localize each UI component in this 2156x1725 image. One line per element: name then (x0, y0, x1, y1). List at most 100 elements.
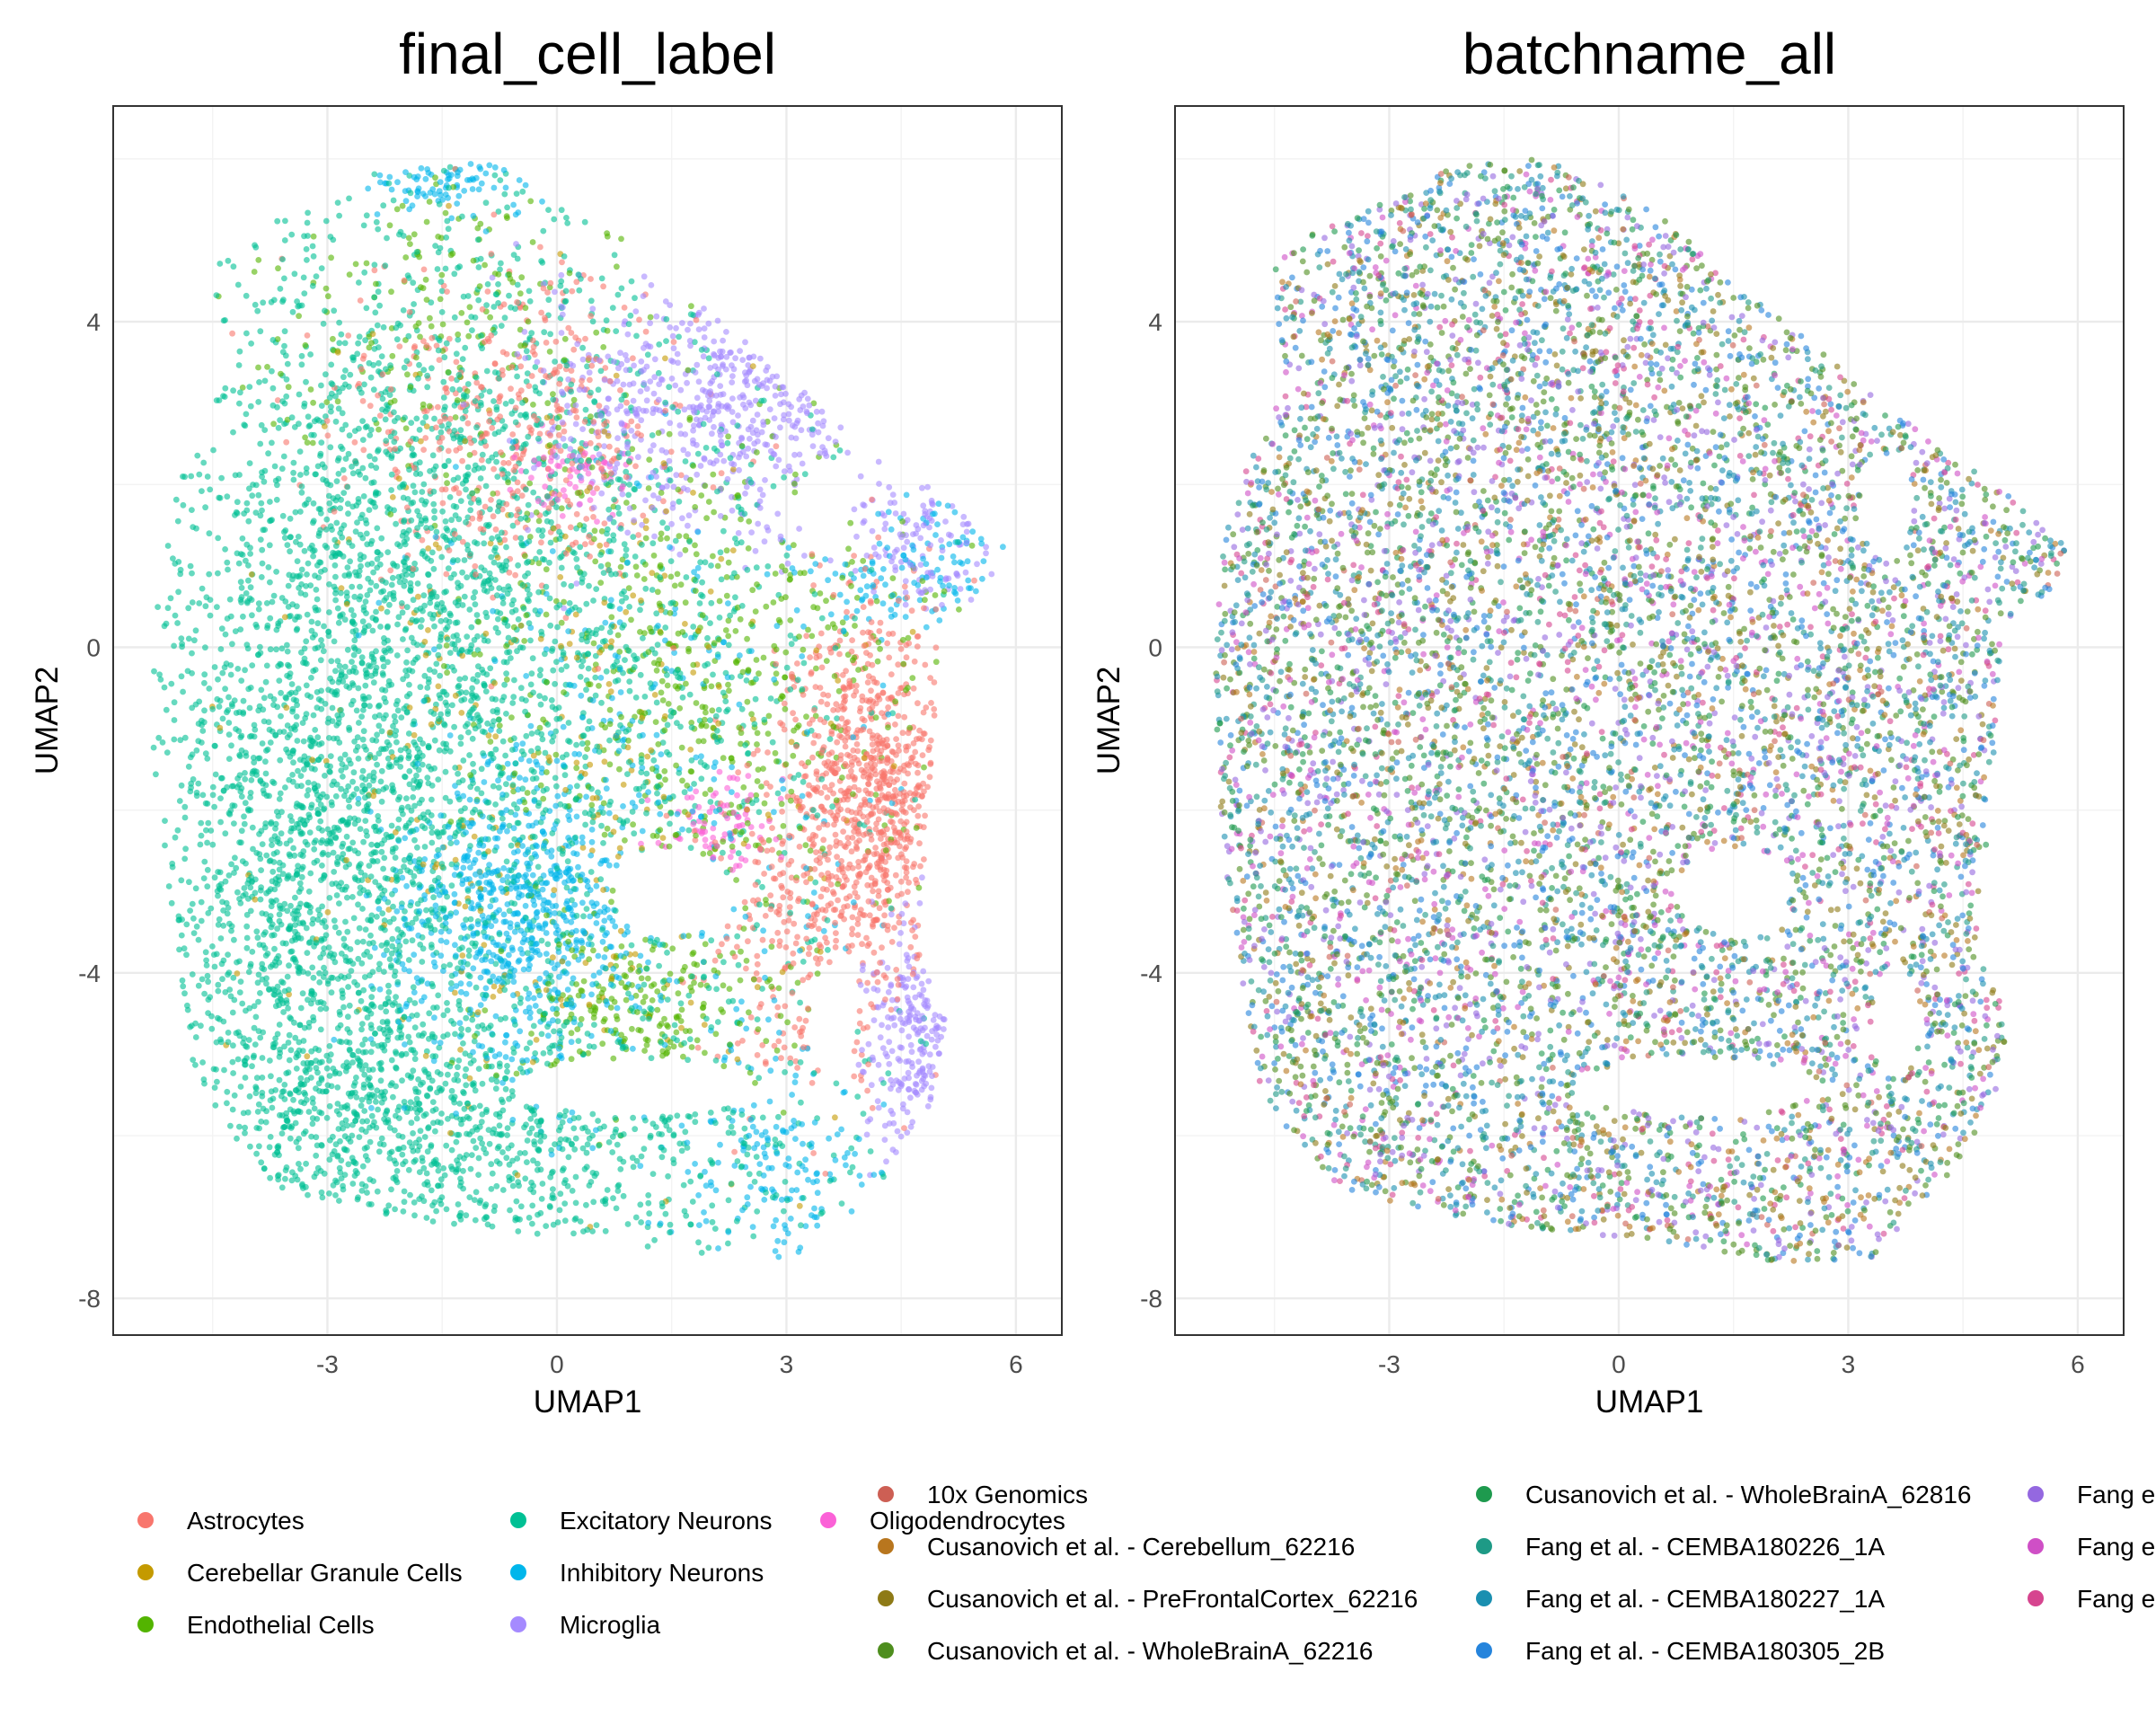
scatter-point (247, 551, 253, 557)
scatter-point (271, 463, 278, 470)
scatter-point (225, 720, 233, 726)
scatter-point (303, 1160, 309, 1167)
scatter-point (580, 526, 588, 534)
scatter-point (522, 1008, 529, 1015)
scatter-point (875, 510, 881, 518)
scatter-point (620, 782, 627, 788)
scatter-point (770, 599, 777, 606)
scatter-point (614, 1141, 621, 1148)
scatter-point (595, 1118, 601, 1124)
scatter-point (796, 798, 803, 804)
scatter-point (431, 623, 437, 630)
scatter-point (219, 669, 226, 677)
scatter-point (380, 323, 387, 331)
scatter-point (163, 706, 170, 713)
scatter-point (717, 549, 724, 556)
scatter-point (715, 706, 722, 713)
scatter-point (511, 677, 517, 684)
scatter-point (557, 447, 564, 455)
scatter-point (340, 1182, 346, 1190)
scatter-point (277, 790, 284, 797)
scatter-point (300, 738, 307, 745)
scatter-point (318, 265, 325, 271)
scatter-point (924, 483, 931, 491)
scatter-point (424, 384, 431, 391)
scatter-point (220, 957, 227, 964)
scatter-point (543, 611, 550, 618)
scatter-point (287, 1135, 294, 1142)
scatter-point (229, 641, 235, 648)
scatter-point (928, 1084, 935, 1092)
scatter-point (790, 710, 796, 717)
scatter-point (740, 925, 747, 932)
scatter-point (753, 1154, 760, 1160)
scatter-point (918, 1077, 925, 1084)
scatter-point (667, 358, 675, 364)
scatter-point (666, 430, 673, 438)
scatter-point (520, 606, 527, 612)
scatter-point (859, 1047, 865, 1053)
scatter-point (420, 1021, 427, 1028)
scatter-point (788, 403, 795, 411)
scatter-point (391, 409, 397, 416)
scatter-point (787, 632, 794, 639)
scatter-point (705, 985, 712, 992)
scatter-point (889, 491, 897, 498)
scatter-point (663, 666, 670, 672)
scatter-point (429, 365, 435, 372)
scatter-point (326, 581, 332, 588)
scatter-point (613, 372, 620, 379)
scatter-point (371, 171, 378, 178)
scatter-point (833, 930, 839, 936)
scatter-point (870, 986, 878, 992)
scatter-point (323, 1005, 330, 1012)
scatter-point (257, 536, 264, 543)
scatter-point (545, 207, 552, 214)
scatter-point (663, 338, 669, 344)
scatter-point (304, 1053, 311, 1060)
scatter-point (848, 648, 855, 655)
scatter-point (523, 673, 530, 679)
scatter-point (298, 489, 305, 496)
scatter-point (667, 1221, 674, 1228)
scatter-point (830, 907, 837, 913)
scatter-point (269, 842, 275, 848)
scatter-point (517, 411, 524, 419)
scatter-point (281, 275, 287, 282)
scatter-point (639, 541, 645, 548)
scatter-point (490, 184, 498, 191)
scatter-point (707, 365, 714, 371)
scatter-point (716, 615, 723, 621)
scatter-point (729, 1109, 737, 1116)
scatter-point (629, 809, 636, 815)
scatter-point (289, 308, 296, 315)
scatter-point (653, 731, 660, 739)
scatter-point (270, 385, 277, 392)
scatter-point (374, 761, 380, 768)
scatter-point (259, 965, 266, 972)
scatter-point (530, 689, 536, 696)
scatter-point (472, 588, 479, 596)
scatter-point (692, 1111, 699, 1118)
scatter-point (692, 504, 699, 510)
scatter-point (283, 376, 290, 383)
scatter-point (419, 959, 426, 965)
scatter-point (625, 585, 632, 591)
scatter-point (430, 894, 437, 901)
scatter-point (504, 901, 511, 907)
scatter-point (624, 1221, 632, 1227)
scatter-point (340, 935, 348, 942)
scatter-point (902, 578, 909, 585)
scatter-point (457, 959, 464, 966)
scatter-point (784, 1197, 791, 1204)
scatter-point (626, 604, 632, 610)
scatter-point (324, 293, 331, 300)
scatter-point (245, 1037, 252, 1043)
scatter-point (909, 628, 916, 635)
scatter-point (483, 367, 490, 375)
scatter-point (570, 850, 577, 856)
scatter-point (282, 217, 288, 225)
scatter-point (710, 671, 716, 678)
scatter-point (825, 692, 832, 699)
scatter-point (727, 455, 734, 462)
